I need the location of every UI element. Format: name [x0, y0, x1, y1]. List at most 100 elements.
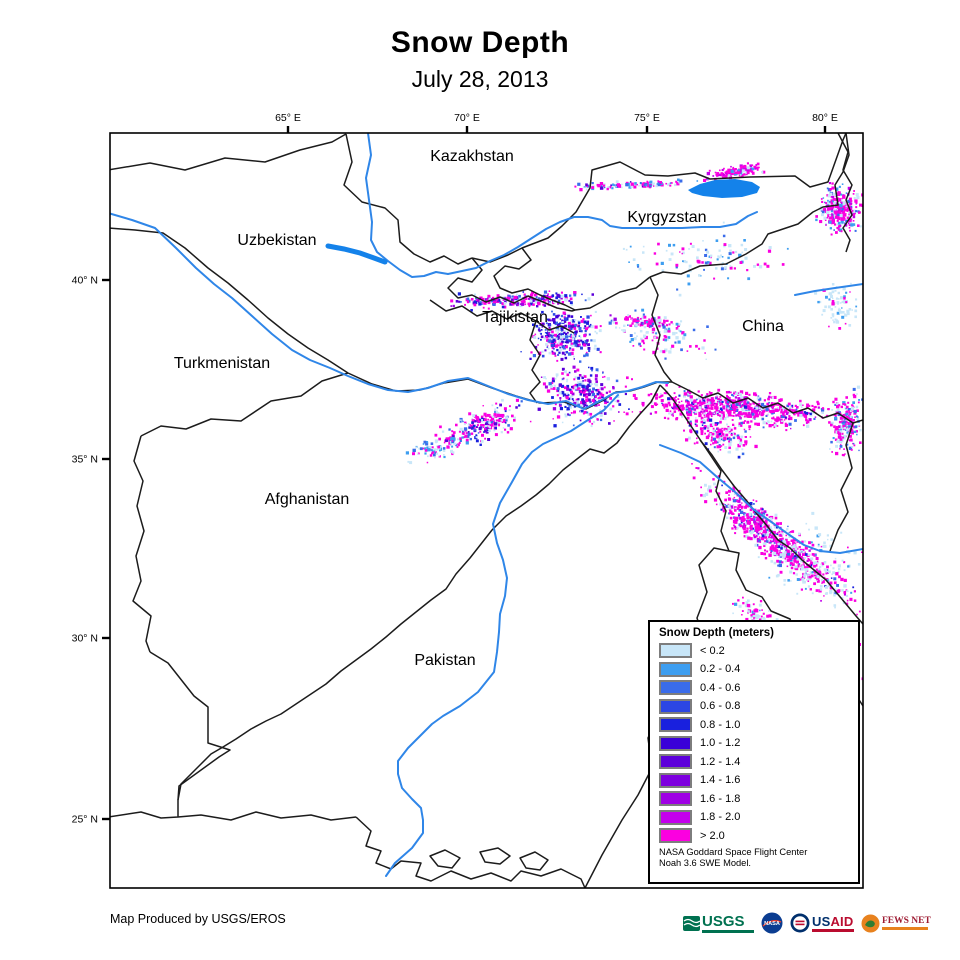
- river-tarim: [794, 283, 863, 296]
- nasa-logo: NASA: [761, 912, 783, 934]
- legend-row: > 2.0: [659, 828, 858, 843]
- legend-row: 0.8 - 1.0: [659, 717, 858, 732]
- legend-attribution-line2: Noah 3.6 SWE Model.: [659, 858, 751, 868]
- fewsnet-globe-icon: [861, 914, 880, 932]
- map-layers: Kazakhstan Uzbekistan Kyrgyzstan Turkmenist…: [110, 133, 863, 888]
- usgs-wave-icon: [683, 915, 700, 931]
- longitude-label: 75° E: [634, 112, 660, 124]
- country-label-uzbekistan: Uzbekistan: [237, 232, 316, 249]
- legend-swatch: [659, 772, 692, 788]
- legend-swatch: [659, 754, 692, 769]
- country-label-kazakhstan: Kazakhstan: [430, 148, 514, 165]
- border-china-tajik: [649, 276, 673, 383]
- border-durand-line: [177, 384, 661, 801]
- longitude-label: 80° E: [812, 112, 838, 124]
- border-china-ne: [837, 133, 853, 253]
- legend-class-label: 0.6 - 0.8: [700, 700, 741, 712]
- partner-logos: USGS NASA USAID FEWS NET: [683, 906, 931, 940]
- legend-swatch: [659, 828, 692, 843]
- border-turkmen-afghan: [140, 372, 349, 437]
- usgs-logo: USGS: [683, 914, 754, 933]
- legend-row: < 0.2: [659, 643, 858, 658]
- legend-class-label: 1.4 - 1.6: [700, 774, 741, 786]
- lake-streak-aydar-kul: [325, 243, 388, 265]
- nasa-logo-text: NASA: [764, 921, 780, 927]
- legend-box: Snow Depth (meters) < 0.2 0.2 - 0.4 0.4 - …: [648, 620, 860, 884]
- usaid-seal-icon: [790, 913, 810, 933]
- border-tajik-internal-2: [529, 320, 541, 404]
- latitude-label: 25° N: [72, 814, 98, 826]
- legend-attribution-line1: NASA Goddard Space Flight Center: [659, 846, 808, 857]
- lake-issyk-kul: [688, 179, 760, 198]
- usaid-tagline-bar: [812, 928, 854, 932]
- longitude-label: 65° E: [275, 112, 301, 124]
- nasa-meatball-icon: NASA: [761, 912, 783, 934]
- legend-class-label: 0.2 - 0.4: [700, 663, 741, 675]
- rivers: [110, 133, 863, 877]
- longitude-label: 70° E: [454, 112, 480, 124]
- border-iran-pak: [110, 811, 357, 821]
- snow-depth-layer: [405, 162, 863, 691]
- river-upper-indus: [659, 444, 863, 554]
- legend-swatch: [659, 680, 692, 695]
- country-label-turkmenistan: Turkmenistan: [174, 355, 270, 372]
- legend-row: 1.4 - 1.6: [659, 772, 858, 788]
- border-kashmir-inner: [699, 439, 863, 625]
- country-label-kyrgyzstan: Kyrgyzstan: [627, 209, 706, 226]
- latitude-label: 30° N: [72, 633, 98, 645]
- legend-swatch: [659, 791, 692, 806]
- border-kaz-uzb-west: [110, 133, 347, 171]
- latitude-label: 35° N: [72, 454, 98, 466]
- legend-swatch: [659, 698, 692, 714]
- border-china-india-east: [829, 422, 854, 552]
- legend-class-label: < 0.2: [700, 644, 725, 657]
- border-iran-afghan: [132, 435, 152, 653]
- legend-row: 1.2 - 1.4: [659, 754, 858, 769]
- legend-swatch: [659, 717, 692, 732]
- border-uzb-east: [343, 133, 473, 265]
- usaid-logo: USAID: [790, 913, 854, 933]
- delta-island: [429, 849, 461, 869]
- latitude-label: 40° N: [72, 275, 98, 287]
- map-credit: Map Produced by USGS/EROS: [110, 912, 286, 926]
- country-label-china: China: [742, 318, 784, 335]
- border-wakhan-karakoram: [671, 381, 863, 424]
- border-fergana-2: [493, 247, 576, 311]
- border-coast-delta: [355, 816, 586, 888]
- legend-class-label: 0.4 - 0.6: [700, 681, 741, 694]
- page-title: Snow Depth: [390, 26, 570, 59]
- border-uzb-turkmen: [110, 227, 349, 374]
- legend-class-label: 1.6 - 1.8: [700, 792, 741, 805]
- legend-class-label: 1.0 - 1.2: [700, 737, 741, 749]
- country-label-pakistan: Pakistan: [414, 652, 475, 669]
- page-subtitle: July 28, 2013: [411, 66, 549, 92]
- usgs-logo-text: USGS: [702, 912, 745, 930]
- legend-swatch: [659, 735, 692, 751]
- legend-rows: < 0.2 0.2 - 0.4 0.4 - 0.6 0.6 - 0.8 0.8 - 1.…: [659, 643, 858, 843]
- usaid-logo-text-aid: AID: [830, 913, 854, 929]
- legend-swatch: [659, 643, 692, 658]
- country-label-afghanistan: Afghanistan: [265, 491, 350, 508]
- fewsnet-tagline-bar: [882, 927, 928, 930]
- border-kaz-kyr: [471, 133, 847, 263]
- border-kyr-china: [649, 133, 850, 278]
- fewsnet-logo: FEWS NET: [861, 914, 931, 933]
- legend-row: 0.2 - 0.4: [659, 661, 858, 677]
- river-amu-darya: [110, 212, 669, 410]
- delta-island: [519, 851, 549, 871]
- usgs-tagline-bar: [702, 929, 754, 933]
- country-label-tajikistan: Tajikistan: [482, 309, 548, 326]
- river-syr-darya: [365, 133, 449, 278]
- usaid-logo-text-us: US: [812, 913, 831, 929]
- fewsnet-logo-text: FEWS NET: [882, 916, 931, 926]
- legend-class-label: > 2.0: [700, 829, 725, 842]
- legend-row: 1.8 - 2.0: [659, 809, 858, 825]
- legend-swatch: [659, 661, 692, 677]
- legend-class-label: 1.2 - 1.4: [700, 755, 741, 768]
- legend-title: Snow Depth (meters): [659, 627, 775, 639]
- border-afghan-south: [149, 651, 231, 817]
- border-kyr-south-inner: [574, 276, 651, 311]
- legend-row: 0.4 - 0.6: [659, 680, 858, 695]
- legend-swatch: [659, 809, 692, 825]
